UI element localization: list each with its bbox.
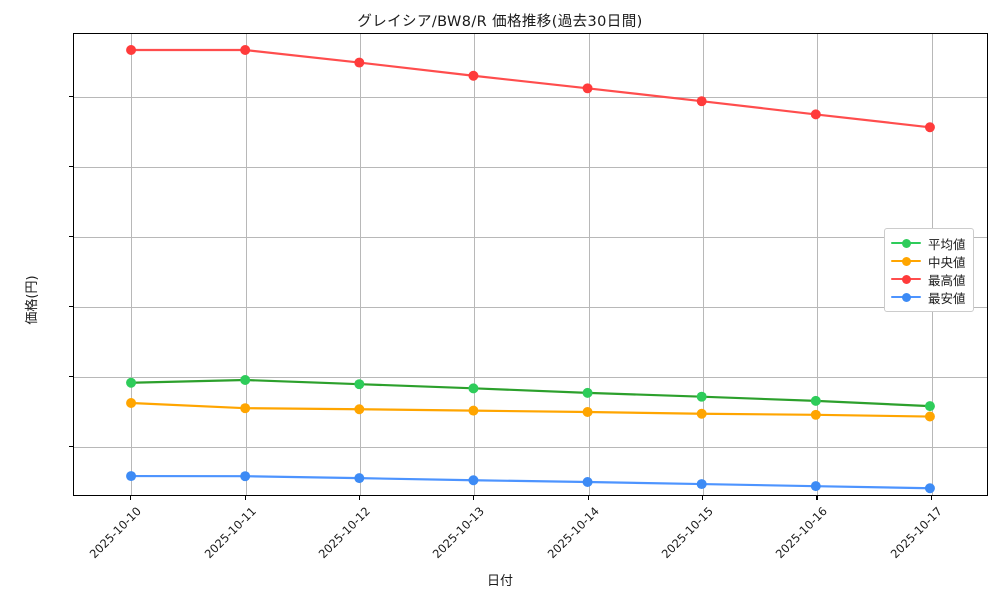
data-point-max: [810, 109, 821, 120]
data-point-median: [582, 407, 593, 417]
data-point-average: [924, 401, 935, 412]
data-point-average: [468, 383, 479, 394]
x-tick-mark: [816, 496, 818, 500]
gridline-vertical: [131, 34, 133, 495]
gridline-horizontal: [74, 306, 987, 308]
chart-legend: 平均値 中央値 最高値 最安値: [884, 228, 974, 312]
gridline-vertical: [588, 34, 590, 495]
data-point-min: [924, 483, 935, 494]
gridline-horizontal: [74, 166, 987, 168]
legend-item-max[interactable]: 最高値: [891, 270, 966, 288]
gridline-vertical: [359, 34, 361, 495]
x-tick-mark: [244, 496, 246, 500]
plot-area: [73, 33, 988, 496]
legend-item-average[interactable]: 平均値: [891, 234, 966, 252]
gridline-vertical: [703, 34, 705, 495]
series-line-min: [129, 474, 932, 490]
data-point-median: [468, 405, 479, 416]
data-point-max: [468, 70, 479, 81]
series-line-max: [129, 48, 932, 129]
data-point-min: [582, 477, 593, 487]
data-point-average: [126, 377, 137, 388]
gridline-horizontal: [74, 96, 987, 98]
data-point-median: [126, 397, 137, 408]
data-point-average: [582, 387, 593, 398]
y-tick-mark: [69, 95, 73, 98]
data-point-average: [354, 379, 365, 390]
series-line-average: [129, 378, 932, 408]
legend-marker-max-icon: [891, 270, 921, 288]
data-point-average: [696, 391, 707, 402]
data-point-average: [810, 395, 821, 406]
data-point-median: [240, 403, 251, 414]
legend-marker-median-icon: [891, 252, 921, 270]
data-point-min: [126, 471, 137, 482]
data-point-max: [240, 45, 251, 55]
data-point-max: [582, 83, 593, 94]
series-line-median: [129, 401, 932, 418]
legend-marker-average-icon: [891, 234, 921, 252]
chart-title: グレイシア/BW8/R 価格推移(過去30日間): [357, 14, 643, 30]
legend-marker-min-icon: [891, 288, 921, 306]
data-point-min: [696, 479, 707, 490]
x-tick-mark: [130, 496, 132, 500]
data-point-min: [810, 481, 821, 492]
legend-label-median: 中央値: [928, 254, 966, 270]
legend-label-max: 最高値: [928, 272, 966, 288]
data-point-median: [696, 408, 707, 419]
plot-inner: [74, 34, 987, 495]
x-tick-mark: [930, 496, 932, 500]
x-tick-mark: [473, 496, 475, 500]
y-tick-mark: [69, 375, 73, 377]
gridline-horizontal: [74, 446, 987, 448]
gridline-horizontal: [74, 236, 987, 238]
x-axis-label: 日付: [486, 574, 513, 589]
y-tick-mark: [69, 235, 73, 237]
x-tick-mark: [587, 496, 589, 500]
data-point-max: [696, 96, 707, 107]
data-point-median: [810, 409, 821, 420]
x-tick-mark: [702, 496, 704, 500]
y-tick-mark: [69, 445, 73, 447]
legend-label-min: 最安値: [928, 290, 966, 306]
gridline-horizontal: [74, 376, 987, 378]
data-point-median: [924, 411, 935, 422]
legend-item-min[interactable]: 最安値: [891, 288, 966, 306]
gridline-vertical: [474, 34, 476, 495]
y-axis-label: 価格(円): [25, 275, 41, 325]
gridline-vertical: [245, 34, 247, 495]
legend-label-average: 平均値: [928, 236, 966, 252]
gridline-vertical: [817, 34, 819, 495]
y-tick-mark: [69, 165, 73, 167]
data-point-max: [354, 57, 365, 68]
data-point-max: [126, 45, 137, 55]
data-point-min: [468, 475, 479, 486]
data-point-max: [924, 122, 935, 133]
data-point-average: [240, 375, 251, 385]
data-point-median: [354, 404, 365, 415]
data-point-min: [240, 471, 251, 482]
legend-item-median[interactable]: 中央値: [891, 252, 966, 270]
data-point-min: [354, 473, 365, 484]
series-lines: [126, 45, 935, 494]
x-tick-mark: [358, 496, 361, 500]
y-tick-mark: [69, 305, 73, 307]
